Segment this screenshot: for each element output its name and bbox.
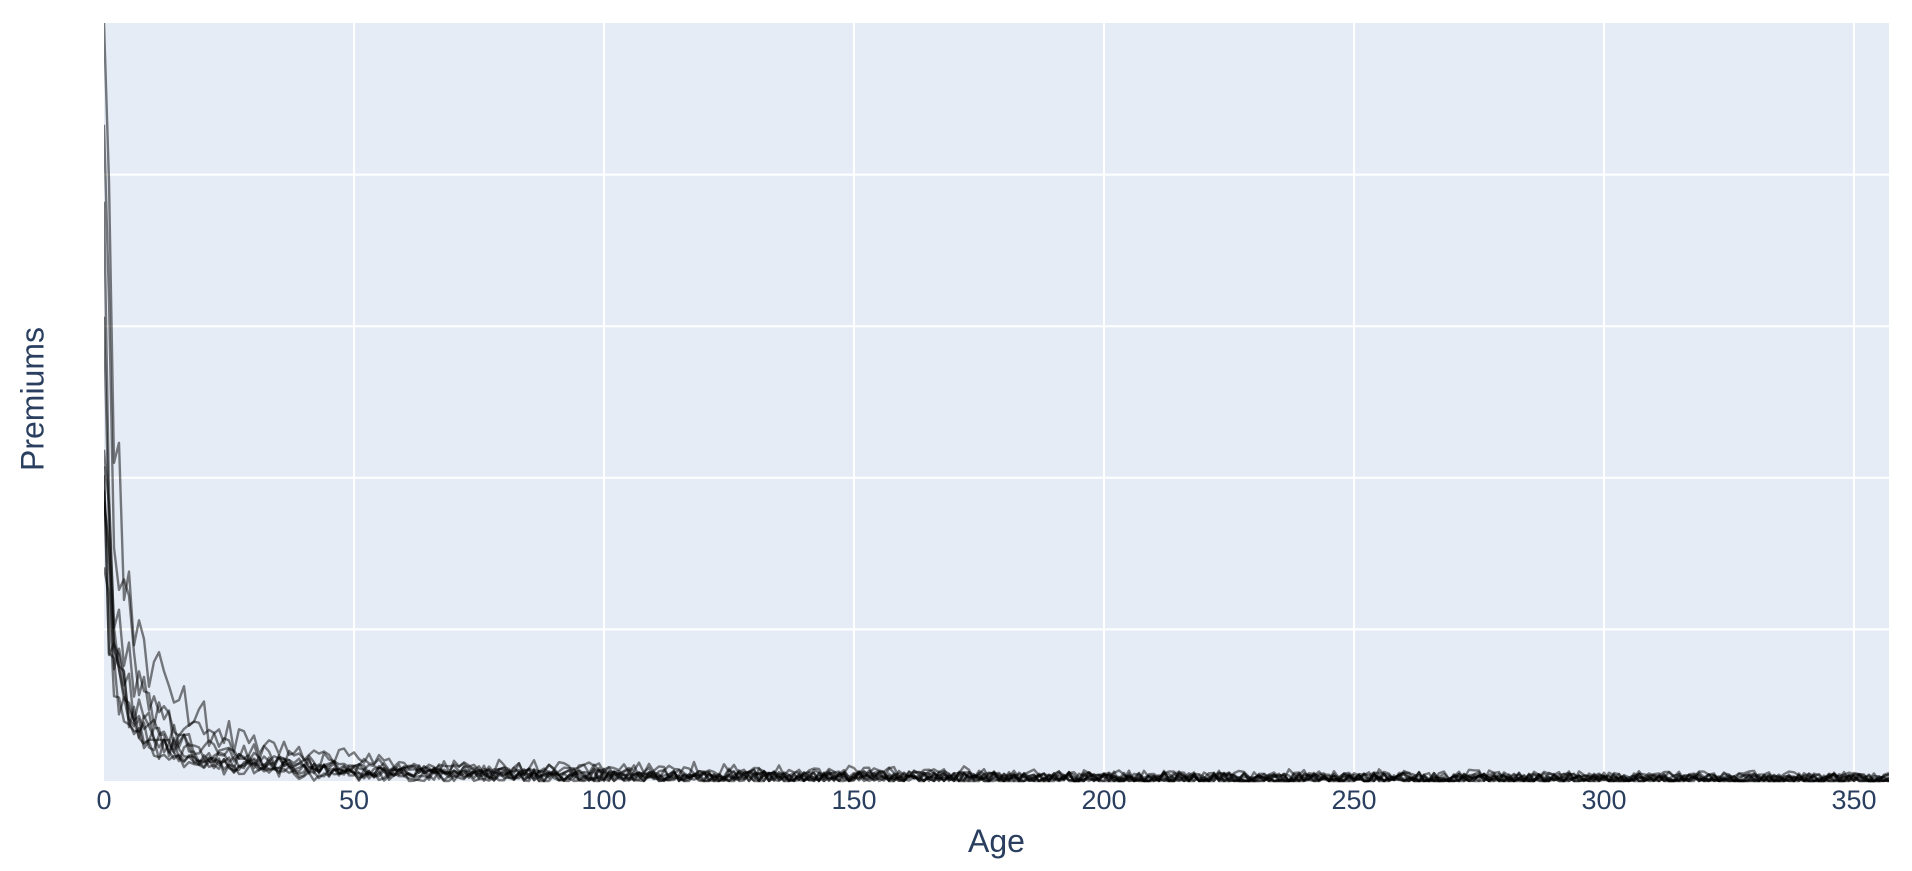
x-tick-label: 100 bbox=[581, 785, 626, 815]
x-tick-label: 250 bbox=[1331, 785, 1376, 815]
y-axis-title: Premiums bbox=[14, 326, 51, 472]
x-tick-label: 150 bbox=[831, 785, 876, 815]
premiums-trace-10 bbox=[104, 466, 1889, 783]
x-tick-label: 300 bbox=[1581, 785, 1626, 815]
plot-area[interactable] bbox=[104, 23, 1889, 781]
x-tick-label: 0 bbox=[96, 785, 111, 815]
x-axis-title: Age bbox=[968, 823, 1025, 859]
x-tick-label: 200 bbox=[1081, 785, 1126, 815]
x-tick-label: 350 bbox=[1831, 785, 1876, 815]
x-tick-label: 50 bbox=[339, 785, 369, 815]
